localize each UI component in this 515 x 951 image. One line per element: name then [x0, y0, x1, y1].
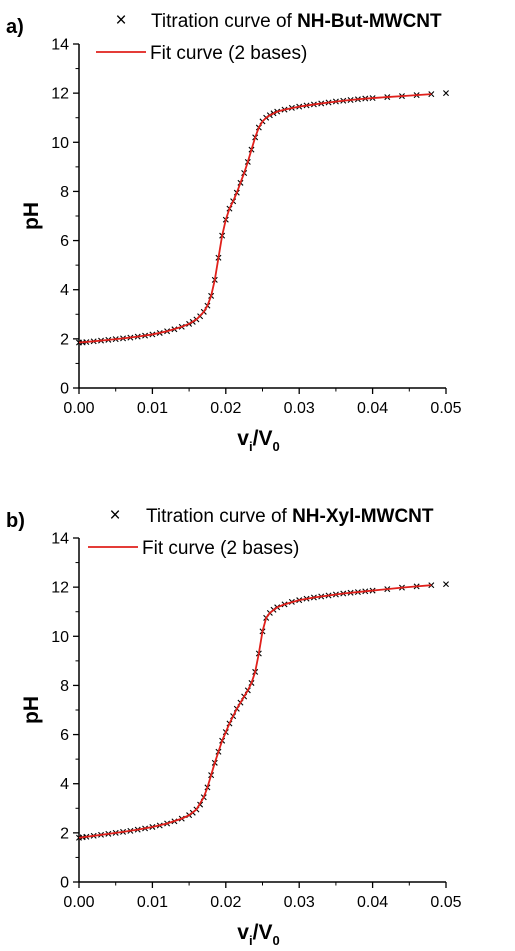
y-tick-label: 8 [60, 678, 69, 695]
x-tick-label: 0.02 [210, 894, 241, 911]
x-tick-label: 0.00 [63, 400, 94, 417]
y-tick-label: 2 [60, 331, 69, 348]
legend-marker-icon: × [109, 505, 120, 526]
y-tick-label: 0 [60, 875, 69, 892]
x-axis-title-subscript: i [249, 933, 253, 948]
titration-point [443, 581, 449, 588]
legend-titration-prefix: Titration curve of [151, 11, 297, 32]
x-tick-label: 0.03 [284, 400, 315, 417]
legend-titration-label: Titration curve of NH-Xyl-MWCNT [146, 506, 434, 527]
titration-points-series [76, 90, 449, 346]
y-tick-label: 12 [51, 86, 69, 103]
y-tick-label: 6 [60, 727, 69, 744]
x-axis-title: vi/V0 [237, 427, 279, 454]
x-axis-title-subscript: i [249, 439, 253, 454]
y-tick-label: 6 [60, 233, 69, 250]
fit-curve-line [78, 93, 432, 344]
y-tick-label: 10 [51, 135, 69, 152]
x-axis-title-separator: /V [253, 427, 273, 450]
x-axis-title-subscript: 0 [272, 933, 279, 948]
fit-curve-line [78, 584, 432, 839]
chart-panel-a: a) 0.00 0.01 0.02 0.03 0.04 0.05 0 2 4 6 8 10 12 14 pH v… [6, 10, 462, 454]
legend-fit-label: Fit curve (2 bases) [150, 43, 307, 64]
y-tick-label: 2 [60, 825, 69, 842]
y-tick-label: 12 [51, 580, 69, 597]
legend-marker-icon: × [115, 10, 126, 31]
y-tick-label: 10 [51, 629, 69, 646]
x-tick-label: 0.00 [63, 894, 94, 911]
x-tick-label: 0.01 [137, 894, 168, 911]
y-tick-label: 14 [51, 37, 69, 54]
x-tick-label: 0.04 [357, 894, 388, 911]
legend-sample-name: NH-But-MWCNT [297, 11, 442, 32]
legend-titration-label: Titration curve of NH-But-MWCNT [151, 11, 442, 32]
chart-panel-b: b) 0.00 0.01 0.02 0.03 0.04 0.05 0 2 4 6 8 10 12 14 pH v… [6, 505, 462, 948]
y-tick-label: 14 [51, 531, 69, 548]
x-tick-label: 0.02 [210, 400, 241, 417]
y-axis-title: pH [20, 696, 43, 724]
y-tick-label: 4 [60, 776, 69, 793]
x-tick-label: 0.05 [430, 400, 461, 417]
x-axis-title: vi/V0 [237, 921, 279, 948]
panel-label: a) [6, 16, 24, 38]
x-tick-label: 0.03 [284, 894, 315, 911]
x-tick-label: 0.01 [137, 400, 168, 417]
titration-points-series [76, 581, 449, 841]
x-tick-label: 0.05 [430, 894, 461, 911]
x-tick-label: 0.04 [357, 400, 388, 417]
titration-point [428, 582, 435, 589]
panel-label: b) [6, 510, 25, 532]
legend: × Titration curve of NH-But-MWCNT Fit curv… [96, 10, 442, 64]
titration-point [428, 91, 435, 98]
x-axis-title-main: v [237, 427, 249, 450]
legend-fit-label: Fit curve (2 bases) [142, 538, 299, 559]
legend-titration-prefix: Titration curve of [146, 506, 292, 527]
y-tick-label: 4 [60, 282, 69, 299]
legend: × Titration curve of NH-Xyl-MWCNT Fit curv… [88, 505, 434, 559]
x-axis-title-main: v [237, 921, 249, 944]
y-tick-label: 8 [60, 184, 69, 201]
x-axis-title-separator: /V [253, 921, 273, 944]
legend-sample-name: NH-Xyl-MWCNT [292, 506, 434, 527]
titration-point [443, 90, 449, 97]
y-tick-label: 0 [60, 381, 69, 398]
x-axis-title-subscript: 0 [272, 439, 279, 454]
y-axis-title: pH [20, 202, 43, 230]
